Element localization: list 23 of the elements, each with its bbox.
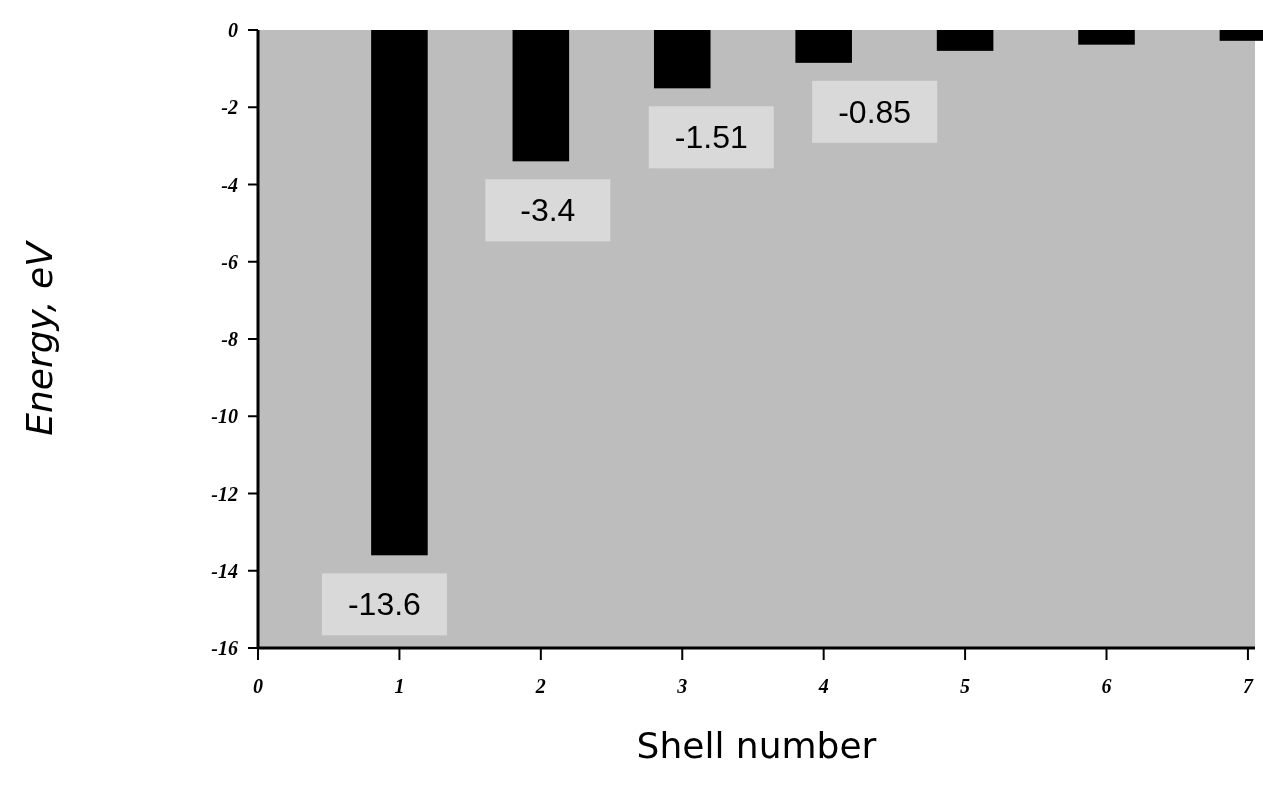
x-tick-label: 6 — [1101, 675, 1112, 697]
y-axis-title: Energy, eV — [19, 239, 60, 436]
data-label: -3.4 — [520, 192, 576, 229]
y-tick-label: -6 — [221, 250, 238, 273]
x-tick-label: 3 — [676, 675, 688, 697]
y-tick-label: -12 — [211, 482, 238, 505]
x-tick-label: 7 — [1242, 675, 1254, 697]
y-tick-label: -8 — [221, 328, 238, 350]
y-tick-label: 0 — [228, 19, 238, 41]
x-tick-label: 2 — [534, 675, 546, 697]
y-tick-label: -2 — [221, 96, 238, 119]
y-tick-label: -16 — [211, 637, 238, 659]
y-tick-label: -4 — [221, 173, 238, 196]
x-tick-label: 4 — [817, 675, 829, 697]
data-label: -1.51 — [674, 119, 748, 156]
data-label: -0.85 — [838, 93, 912, 130]
x-tick-label: 0 — [253, 675, 263, 697]
x-tick-label: 1 — [394, 675, 405, 697]
data-label: -13.6 — [347, 586, 421, 623]
x-axis-title: Shell number — [636, 725, 877, 766]
y-tick-label: -10 — [211, 405, 238, 428]
y-tick-label: -14 — [211, 559, 238, 582]
x-tick-label: 5 — [960, 675, 971, 697]
